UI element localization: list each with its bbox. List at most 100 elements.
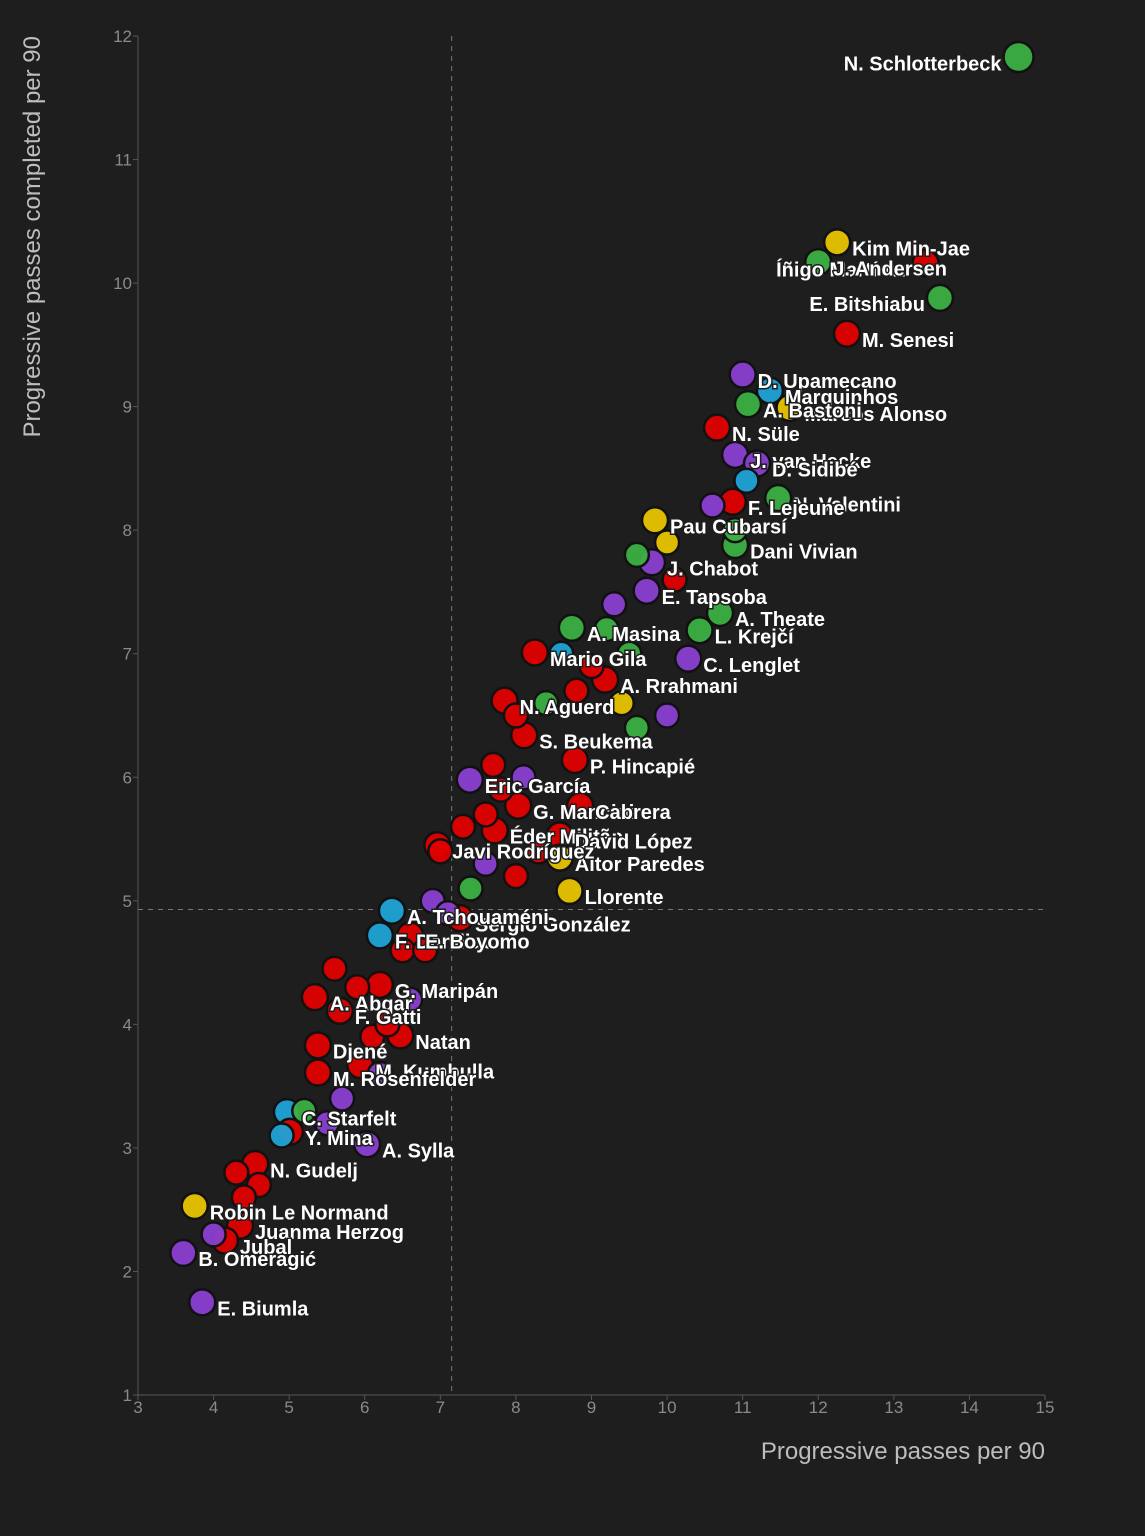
- player-label: N. Gudelj: [270, 1160, 358, 1182]
- player-label: J. van Hecke: [750, 451, 871, 473]
- player-point: [427, 838, 454, 865]
- player-point: [487, 776, 515, 803]
- x-tick-label: 4: [209, 1398, 218, 1417]
- player-point: [925, 283, 955, 313]
- player-point: [502, 862, 530, 890]
- player-point: [396, 986, 424, 1013]
- player-point: [705, 598, 735, 628]
- player-point: [455, 765, 485, 794]
- player-label: Jubal: [240, 1237, 292, 1259]
- y-tick-label: 4: [123, 1015, 132, 1034]
- player-point: [616, 640, 643, 667]
- player-point: [374, 1011, 401, 1038]
- player-point: [653, 702, 681, 729]
- player-label: Dani Vivian: [750, 541, 857, 563]
- player-point: [555, 876, 584, 906]
- y-tick-label: 6: [123, 768, 132, 787]
- player-point: [593, 615, 620, 643]
- player-label: G. Maripán: [395, 981, 498, 1003]
- y-tick-label: 1: [123, 1386, 132, 1405]
- player-label: E. Bitshiabu: [809, 294, 925, 316]
- player-point: [832, 319, 862, 348]
- x-tick-label: 3: [133, 1398, 142, 1417]
- y-tick-label: 2: [123, 1262, 132, 1281]
- player-label: S. Beukema: [539, 732, 653, 754]
- y-tick-label: 11: [114, 151, 132, 170]
- player-point: [352, 1129, 382, 1159]
- player-point: [502, 702, 530, 729]
- y-tick-label: 7: [123, 645, 132, 664]
- y-tick-label: 9: [123, 398, 132, 417]
- player-point: [525, 838, 552, 865]
- player-label: N. Süle: [732, 424, 800, 446]
- player-point: [313, 1109, 341, 1137]
- player-point: [685, 616, 714, 645]
- player-point: [600, 591, 628, 618]
- player-label: Kim Min-Jae: [852, 239, 970, 261]
- player-label: F. Gatti: [355, 1007, 422, 1029]
- player-label: Marcos Alonso: [805, 404, 948, 426]
- player-point: [804, 247, 833, 277]
- player-point: [699, 492, 726, 519]
- player-point: [623, 541, 651, 569]
- player-label: Llorente: [585, 887, 664, 909]
- player-point: [325, 996, 355, 1026]
- x-tick-label: 9: [587, 1398, 596, 1417]
- player-point: [520, 638, 550, 667]
- player-point: [328, 1085, 356, 1112]
- y-tick-label: 3: [123, 1139, 132, 1158]
- player-label: N. Schlotterbeck: [844, 53, 1003, 75]
- player-point: [377, 896, 407, 925]
- player-label: M. Senesi: [862, 330, 954, 352]
- player-label: J. Chabot: [667, 559, 758, 581]
- player-point: [563, 677, 590, 705]
- player-point: [763, 483, 793, 513]
- player-point: [180, 1191, 209, 1221]
- player-label: P. Hincapié: [590, 756, 695, 778]
- player-label: A. Tchouaméni: [407, 907, 549, 929]
- player-point: [503, 791, 533, 820]
- x-tick-label: 5: [284, 1398, 293, 1417]
- player-label: F. Daniliuc: [395, 932, 494, 954]
- y-tick-label: 5: [123, 892, 132, 911]
- player-label: A. Masina: [587, 624, 681, 646]
- x-tick-label: 13: [884, 1398, 903, 1417]
- player-point: [560, 745, 590, 775]
- player-label: C. Lenglet: [703, 655, 800, 677]
- player-point: [532, 689, 560, 717]
- player-label: J. Andersen: [833, 258, 947, 280]
- player-point: [200, 1221, 227, 1248]
- player-label: Javi Rodríguez: [452, 842, 594, 864]
- x-tick-label: 7: [436, 1398, 445, 1417]
- player-point: [911, 249, 940, 278]
- player-label: Juanma Herzog: [255, 1222, 404, 1244]
- player-point: [673, 644, 703, 673]
- player-label: A. Rrahmani: [620, 676, 738, 698]
- player-label: Pau Cubarsí: [670, 517, 788, 539]
- player-point: [822, 228, 852, 257]
- player-point: [733, 389, 763, 419]
- player-point: [728, 360, 757, 389]
- player-point: [608, 689, 635, 717]
- player-point: [565, 791, 595, 820]
- x-tick-label: 6: [360, 1398, 369, 1417]
- x-tick-label: 14: [960, 1398, 979, 1417]
- player-label: N. Aguerd: [520, 697, 615, 719]
- player-point: [230, 1184, 258, 1211]
- player-label: E. Tapsoba: [662, 587, 768, 609]
- player-label: Éder Militão: [510, 826, 623, 849]
- player-point: [434, 899, 462, 927]
- y-tick-label: 8: [123, 521, 132, 540]
- player-label: D. Upamecano: [758, 371, 897, 393]
- player-label: Marquinhos: [785, 387, 898, 409]
- y-axis-title: Progressive passes completed per 90: [19, 36, 46, 438]
- player-label: L. Krejčí: [715, 627, 795, 649]
- player-label: Íñigo Martínez: [776, 259, 910, 282]
- player-point: [303, 1058, 333, 1087]
- player-point: [557, 613, 587, 643]
- y-tick-label: 10: [113, 274, 132, 293]
- player-point: [472, 850, 499, 878]
- player-point: [411, 936, 439, 964]
